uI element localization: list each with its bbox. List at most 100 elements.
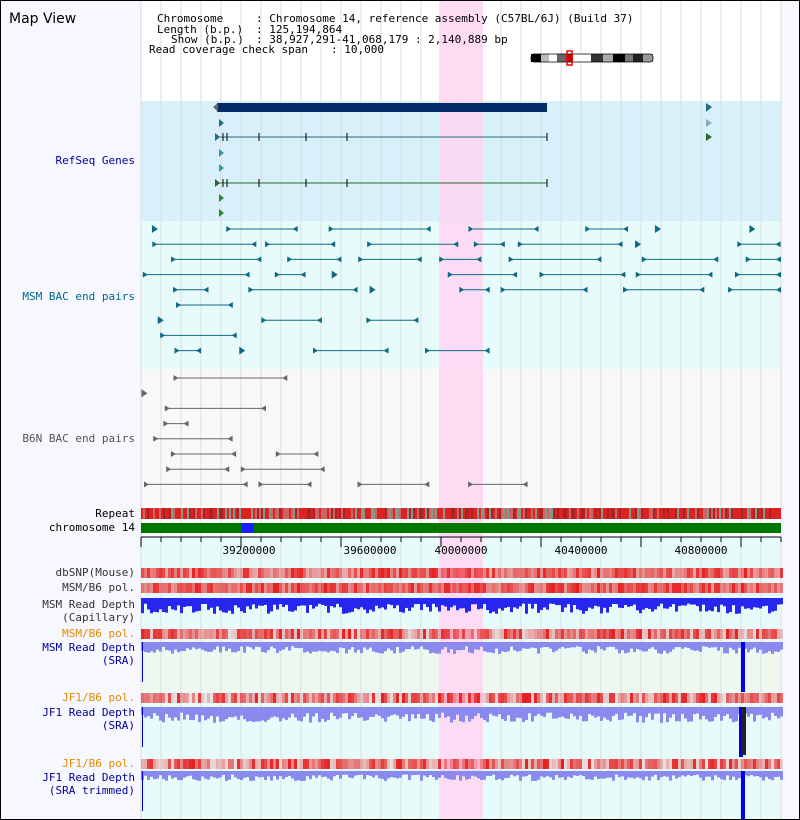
repeat-segment [515,508,517,519]
msm-b6-pol-sra-cell [768,629,771,639]
jf1-b6-pol-trimmed-cell [246,759,249,769]
jf1-trimmed-depth-bar [453,771,456,780]
jf1-b6-pol-cell [720,693,723,703]
jf1-b6-pol-label[interactable]: JF1/B6 pol. [62,691,135,704]
msm-bac-end-marker [369,285,376,294]
msm-b6-pol-label[interactable]: MSM/B6 pol. [62,581,135,594]
jf1-b6-pol-trimmed-cell [555,759,558,769]
jf1-b6-pol-trimmed-cell [780,759,783,769]
repeat-segment [401,508,403,519]
ideogram-band [591,54,603,62]
msm-sra-depth-bar [642,642,645,652]
repeat-segment [559,508,561,519]
msm-b6-pol-sra-cell [414,629,417,639]
jf1-b6-pol-cell [678,693,681,703]
msm-b6-pol-cell [495,583,498,593]
repeat-segment [387,508,389,519]
msm-b6-pol-sra-cell [540,629,543,639]
repeat-segment [227,508,229,519]
jf1-b6-pol-cell [582,693,585,703]
msm-b6-pol-cell [273,583,276,593]
jf1-b6-pol-trimmed-cell [417,759,420,769]
b6n-bac-end-marker [144,481,150,488]
repeat-segment [667,508,669,519]
msm-b6-pol-cell [444,583,447,593]
jf1-b6-pol-cell [648,693,651,703]
msm-sra-depth-bar [720,642,723,648]
repeat-segment [643,508,645,519]
msm-sra-depth-bar [504,642,507,653]
msm-bac-end-marker [776,271,781,278]
jf1-sra-depth-bar [558,707,561,718]
msm-b6-pol-sra-cell [318,629,321,639]
dbsnp-cell [543,568,546,578]
jf1-b6-pol-trimmed-label[interactable]: JF1/B6 pol. [62,757,135,770]
dbsnp-track-label[interactable]: dbSNP(Mouse) [55,566,135,579]
repeat-segment [765,508,767,519]
dbsnp-cell [708,568,711,578]
jf1-b6-pol-trimmed-cell [348,759,351,769]
repeat-segment [657,508,659,519]
msm-sra-depth-bar [672,642,675,650]
jf1-sra-depth-bar [588,707,591,715]
jf1-sra-depth-bar [675,707,678,722]
dbsnp-cell [525,568,528,578]
jf1-b6-pol-trimmed-cell [690,759,693,769]
repeat-segment [269,508,271,519]
msm-b6-pol-sra-cell [522,629,525,639]
msm-b6-pol-cell [693,583,696,593]
jf1-b6-pol-trimmed-cell [351,759,354,769]
repeat-segment [609,508,611,519]
msm-sra-depth-bar [177,642,180,653]
repeat-track-label[interactable]: Repeat [95,507,135,520]
msm-b6-pol-sra-cell [174,629,177,639]
msm-b6-pol-sra-cell [513,629,516,639]
msm-capillary-depth-bar [273,598,276,605]
msm-bac-track-label[interactable]: MSM BAC end pairs [22,290,135,303]
jf1-read-depth-sra-label[interactable]: JF1 Read Depth [42,706,135,719]
msm-b6-pol-sra-label[interactable]: MSM/B6 pol. [62,627,135,640]
axis-marker [142,771,143,811]
msm-read-depth-sra-label[interactable]: MSM Read Depth [42,641,135,654]
jf1-b6-pol-trimmed-cell [159,759,162,769]
msm-b6-pol-cell [645,583,648,593]
jf1-b6-pol-cell [546,693,549,703]
jf1-b6-pol-cell [261,693,264,703]
b6n-bac-track-label[interactable]: B6N BAC end pairs [22,432,135,445]
msm-capillary-depth-bar [543,598,546,608]
jf1-trimmed-depth-bar [609,771,612,778]
repeat-segment [533,508,535,519]
dbsnp-cell [579,568,582,578]
dbsnp-cell [588,568,591,578]
chromosome-track-label[interactable]: chromosome 14 [48,521,135,534]
msm-b6-pol-sra-cell [444,629,447,639]
jf1-b6-pol-trimmed-cell [510,759,513,769]
repeat-segment [421,508,423,519]
repeat-segment [499,508,501,519]
msm-b6-pol-sra-cell [198,629,201,639]
msm-bac-end-marker [358,256,364,263]
msm-sra-depth-bar [309,642,312,654]
jf1-b6-pol-cell [186,693,189,703]
msm-b6-pol-sra-cell [453,629,456,639]
repeat-segment [415,508,417,519]
msm-capillary-depth-bar [645,598,648,608]
jf1-b6-pol-cell [672,693,675,703]
jf1-b6-pol-trimmed-cell [273,759,276,769]
jf1-trimmed-depth-bar [615,771,618,775]
refseq-track-label[interactable]: RefSeq Genes [55,154,135,167]
msm-read-depth-capillary-label[interactable]: MSM Read Depth [42,598,135,611]
dbsnp-cell [201,568,204,578]
jf1-trimmed-depth-bar [456,771,459,776]
jf1-b6-pol-trimmed-cell [279,759,282,769]
dbsnp-cell [231,568,234,578]
jf1-trimmed-depth-bar [201,771,204,777]
msm-sra-depth-bar [615,642,618,650]
msm-sra-depth-bar [768,642,771,652]
ideogram-band [541,54,549,62]
msm-b6-pol-sra-cell [564,629,567,639]
jf1-b6-pol-cell [717,693,720,703]
jf1-read-depth-trimmed-label[interactable]: JF1 Read Depth [42,771,135,784]
msm-capillary-depth-bar [423,598,426,605]
